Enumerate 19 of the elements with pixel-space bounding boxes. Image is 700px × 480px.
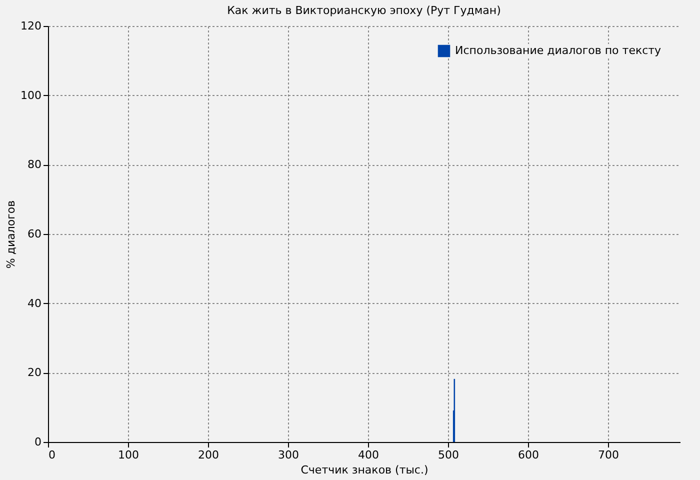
x-axis-title: Счетчик знаков (тыс.) (300, 464, 428, 476)
y-tick-label: 120 (20, 20, 42, 32)
x-tick-label: 100 (118, 448, 139, 462)
legend-label: Использование диалогов по тексту (455, 44, 662, 57)
y-tick-label: 80 (28, 158, 42, 172)
x-tick-label: 700 (598, 448, 619, 462)
chart-title: Как жить в Викторианскую эпоху (Рут Гудман) (227, 4, 501, 17)
x-tick-label: 200 (198, 448, 219, 462)
y-axis-title: % диалогов (4, 200, 18, 269)
y-tick-label: 40 (28, 296, 42, 310)
y-tick-label: 100 (20, 88, 42, 102)
x-tick-label: 300 (278, 448, 299, 462)
y-tick-label: 20 (28, 366, 42, 380)
x-tick-label: 600 (518, 448, 539, 462)
y-tick-label: 0 (34, 436, 42, 448)
x-tick-label: 500 (438, 448, 459, 462)
x-tick-label: 400 (358, 448, 379, 462)
y-tick-label: 60 (28, 228, 42, 240)
x-tick-label: 0 (48, 448, 56, 462)
